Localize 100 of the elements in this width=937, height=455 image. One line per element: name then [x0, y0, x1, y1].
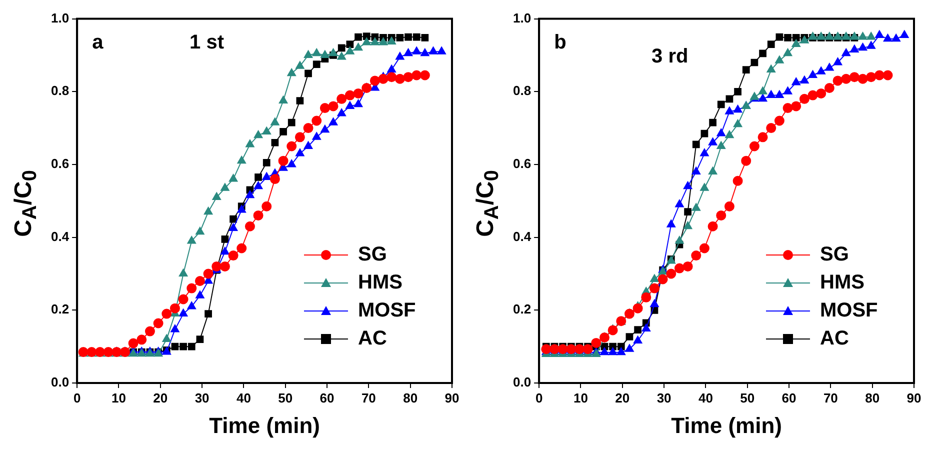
point [338, 44, 346, 52]
point [774, 116, 784, 126]
point [649, 283, 660, 294]
point [792, 39, 801, 48]
point [296, 61, 304, 69]
point [204, 310, 212, 318]
point [288, 118, 296, 126]
y-tick-label: 0.4 [50, 228, 70, 244]
point [549, 344, 560, 354]
point [387, 36, 396, 44]
point [883, 34, 892, 42]
x-tick-label: 60 [320, 390, 334, 406]
point [378, 74, 388, 84]
point [220, 261, 230, 272]
point [841, 74, 852, 84]
point [346, 40, 354, 48]
point [170, 303, 180, 314]
x-axis-title: Time (min) [671, 412, 782, 438]
point [244, 221, 255, 232]
point [186, 283, 197, 294]
point [204, 206, 213, 215]
point [262, 126, 272, 134]
point [180, 342, 187, 350]
point [766, 64, 776, 73]
point [287, 68, 296, 76]
y-tick-label: 0.6 [512, 156, 532, 172]
point [220, 246, 230, 255]
point [675, 200, 684, 208]
point [370, 37, 380, 46]
point [825, 62, 834, 71]
point [362, 32, 370, 40]
legend-label: AC [358, 328, 387, 350]
point [734, 88, 742, 96]
point [766, 90, 776, 98]
point [162, 308, 172, 319]
point [674, 263, 684, 274]
point [849, 72, 860, 82]
point [320, 124, 330, 133]
point [791, 101, 802, 112]
point [682, 261, 693, 272]
point [766, 123, 776, 134]
point [262, 201, 272, 212]
point [353, 88, 364, 98]
point [320, 50, 330, 58]
point [246, 139, 254, 148]
point [128, 338, 138, 348]
point [428, 46, 438, 54]
point [749, 141, 760, 152]
point [709, 118, 716, 126]
x-tick-label: 10 [111, 390, 126, 406]
point [816, 88, 826, 98]
point [153, 318, 164, 328]
point [792, 78, 801, 86]
point [187, 302, 196, 310]
point [396, 34, 404, 42]
point [708, 221, 718, 232]
point [236, 243, 247, 254]
point [808, 70, 818, 78]
point [650, 274, 659, 282]
point [692, 203, 701, 211]
point [320, 103, 330, 114]
point [866, 32, 876, 40]
x-tick-label: 80 [865, 390, 880, 406]
point [178, 294, 188, 304]
point [625, 344, 634, 352]
point [246, 190, 254, 198]
point [187, 236, 196, 244]
legend-label: MOSF [358, 300, 416, 322]
point [725, 106, 734, 114]
point [775, 90, 784, 98]
point [776, 33, 784, 41]
point [237, 205, 246, 213]
y-tick-label: 0.2 [512, 302, 532, 317]
y-tick-label: 1.0 [512, 10, 532, 26]
point [354, 99, 363, 108]
point [421, 34, 429, 42]
y-tick-label: 0.8 [50, 83, 70, 98]
y-tick-label: 0.0 [50, 374, 70, 390]
point [875, 30, 884, 38]
point [708, 166, 718, 175]
point [784, 34, 792, 42]
point [196, 290, 204, 298]
point [716, 141, 726, 150]
x-tick-label: 50 [278, 390, 293, 406]
point [312, 116, 322, 126]
point [632, 303, 643, 314]
x-tick-label: 90 [906, 390, 922, 406]
point [600, 347, 609, 356]
point [824, 83, 834, 93]
point [336, 94, 347, 104]
point [254, 181, 263, 190]
point [344, 90, 355, 100]
point [212, 261, 222, 272]
legend-label: HMS [358, 272, 402, 294]
point [742, 66, 750, 74]
point [337, 52, 346, 60]
point [228, 250, 238, 261]
point [642, 324, 651, 332]
point [296, 97, 304, 104]
point [759, 50, 766, 58]
